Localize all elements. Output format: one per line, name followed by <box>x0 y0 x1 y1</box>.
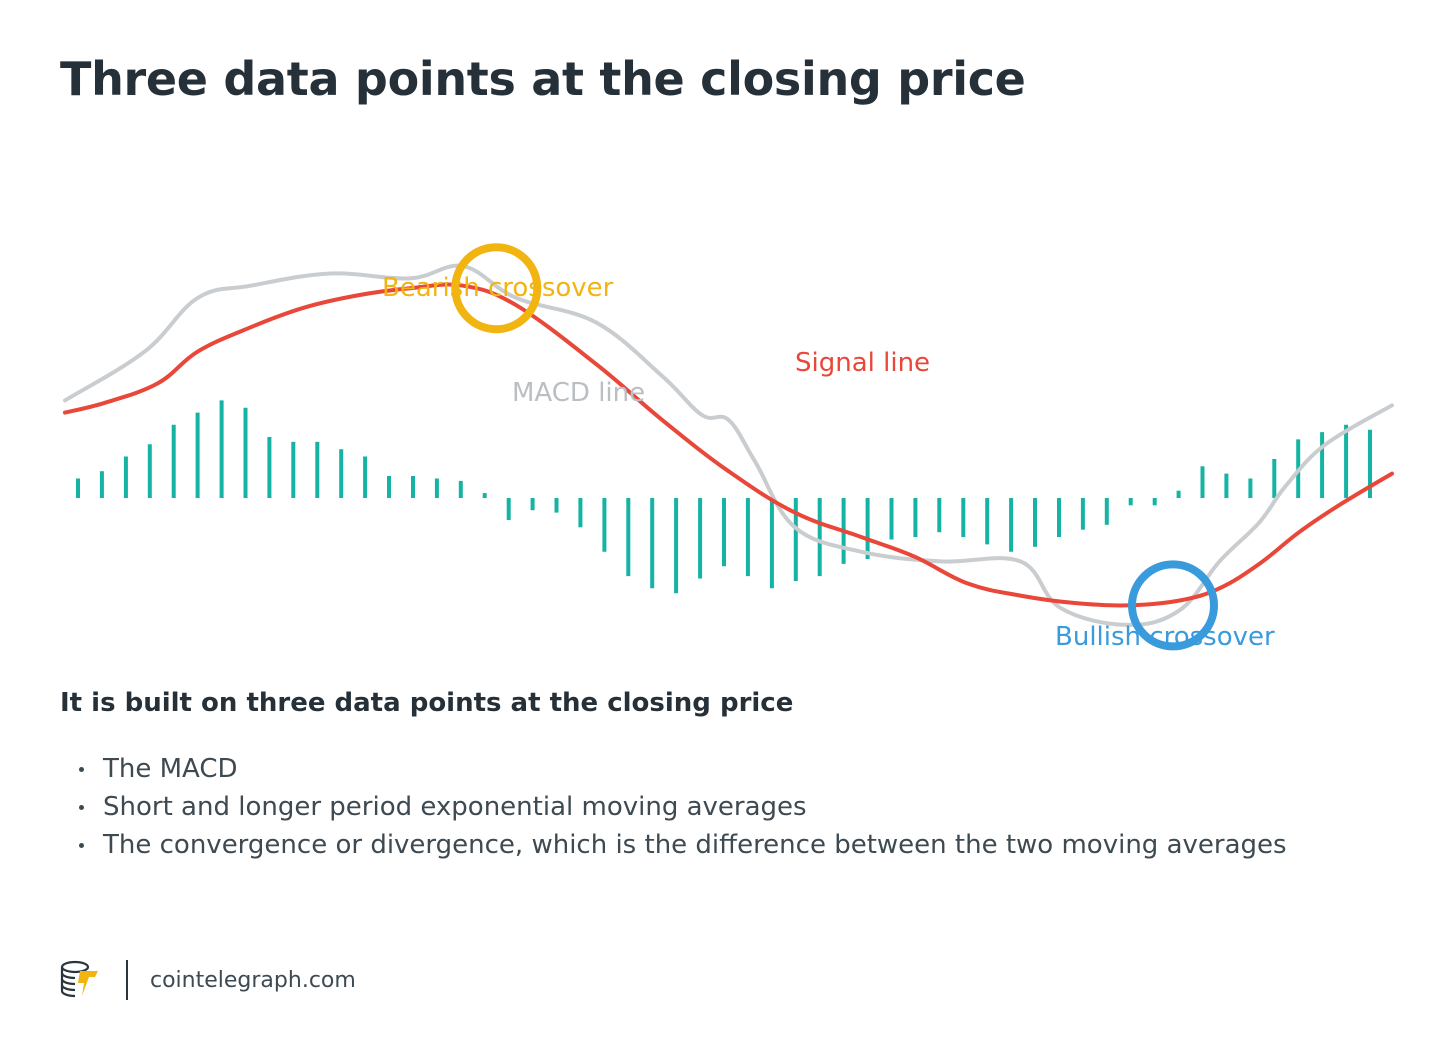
page-title: Three data points at the closing price <box>60 52 1026 106</box>
macd-line-label: MACD line <box>512 378 645 408</box>
bullet-list: The MACD Short and longer period exponen… <box>75 750 1287 864</box>
site-url: cointelegraph.com <box>150 967 356 993</box>
cointelegraph-logo-icon <box>60 960 98 998</box>
macd-chart: Bearish crossover Bullish crossover MACD… <box>63 243 1394 652</box>
list-item-text: The convergence or divergence, which is … <box>103 830 1287 860</box>
signal-line-label: Signal line <box>795 348 930 378</box>
signal-line <box>63 282 1394 608</box>
footer: cointelegraph.com <box>58 958 356 1002</box>
bearish-crossover-marker <box>451 243 542 334</box>
bullish-crossover-marker <box>1128 560 1218 651</box>
list-item: The convergence or divergence, which is … <box>75 826 1287 864</box>
footer-divider <box>126 960 128 1000</box>
list-item: The MACD <box>75 750 1287 788</box>
list-item-text: Short and longer period exponential movi… <box>103 792 807 822</box>
list-item-text: The MACD <box>103 754 238 784</box>
bullish-crossover-label: Bullish crossover <box>1055 622 1275 652</box>
section-heading: It is built on three data points at the … <box>60 688 794 718</box>
list-item: Short and longer period exponential movi… <box>75 788 1287 826</box>
bullet-icon <box>79 843 84 848</box>
histogram <box>76 400 1372 594</box>
bullet-icon <box>79 805 84 810</box>
bullet-icon <box>79 767 84 772</box>
macd-line <box>63 263 1394 627</box>
bearish-crossover-label: Bearish crossover <box>382 273 614 303</box>
